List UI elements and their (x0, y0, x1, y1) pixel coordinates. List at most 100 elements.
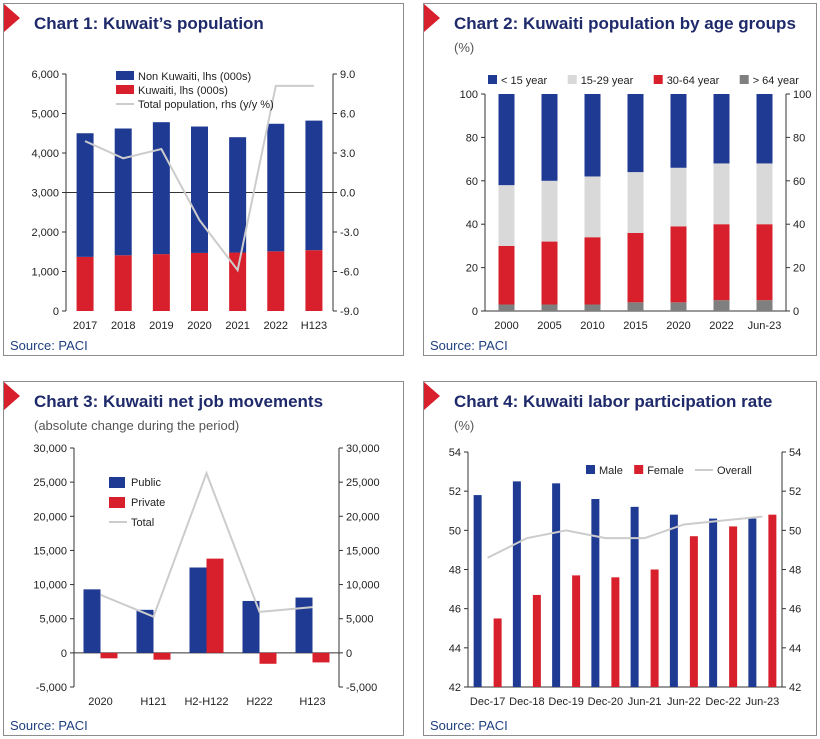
chart-3-plot: -5,000 0 5,000 10,000 15,000 20,000 25,000 30,0… (33, 443, 380, 708)
right-tick-label: -5,000 (346, 682, 377, 694)
legend-label: Non Kuwaiti, lhs (000s) (138, 71, 251, 83)
left-tick-label: 0 (472, 306, 478, 318)
x-tick-label: 2017 (73, 320, 97, 332)
x-tick-label: 2021 (225, 320, 249, 332)
chart-4-plot: 42 44 46 48 50 52 54 42 44 46 48 50 52 54 Dec-17 Dec-18… (449, 447, 802, 708)
chart-title: Chart 4: Kuwaiti labor participation rat… (454, 392, 773, 411)
legend-label: Overall (717, 465, 752, 477)
legend-swatch (653, 75, 663, 84)
right-tick-label: 54 (789, 447, 801, 459)
right-tick-label: -3.0 (340, 227, 359, 239)
bar-segment (114, 128, 132, 256)
legend-label: Private (131, 497, 165, 509)
legend-label: 30-64 year (667, 75, 720, 87)
chart-subtitle: (%) (454, 40, 475, 55)
legend-swatch (586, 465, 595, 474)
red-flag-icon (4, 4, 20, 32)
chart-2-plot: 0 20 40 60 80 100 0 20 40 60 80 100 2000 2005 2010 2015… (460, 75, 811, 332)
left-tick-label: 0 (53, 306, 59, 318)
right-tick-label: 50 (789, 525, 801, 537)
x-tick-label: H222 (246, 696, 272, 708)
legend-swatch (116, 71, 134, 80)
bar-segment (756, 94, 773, 164)
x-tick-label: 2015 (623, 320, 647, 332)
legend-swatch (109, 477, 125, 488)
left-tick-label: 4,000 (31, 148, 59, 160)
bar-segment (584, 94, 601, 177)
legend-swatch (109, 497, 125, 508)
bar-segment (541, 94, 558, 181)
bar (512, 481, 521, 687)
x-tick-label: H121 (140, 696, 166, 708)
right-tick-label: 48 (789, 565, 801, 577)
x-tick-label: 2019 (149, 320, 173, 332)
right-tick-label: 20,000 (346, 511, 380, 523)
bar-segment (191, 126, 208, 253)
legend-label: Total (131, 517, 154, 529)
bar-segment (76, 133, 94, 257)
bar-segment (584, 176, 601, 238)
bar-segment (267, 251, 285, 311)
left-tick-label: 52 (449, 486, 461, 498)
left-tick-label: 54 (449, 447, 461, 459)
right-tick-label: 25,000 (346, 477, 380, 489)
left-tick-label: 2,000 (31, 227, 59, 239)
left-tick-label: 50 (449, 525, 461, 537)
right-tick-label: 0.0 (340, 188, 355, 200)
bar (591, 499, 600, 687)
bar (153, 652, 171, 660)
x-tick-label: 2005 (537, 320, 561, 332)
bar-segment (713, 94, 730, 164)
chart-title: Chart 1: Kuwait’s population (34, 14, 264, 33)
chart-title: Chart 3: Kuwaiti net job movements (34, 392, 324, 411)
bar (242, 600, 260, 653)
x-tick-label: 2022 (709, 320, 733, 332)
legend-label: < 15 year (501, 75, 548, 87)
legend-label: > 64 year (753, 75, 800, 87)
red-flag-icon (424, 382, 440, 410)
x-tick-label: 2020 (666, 320, 690, 332)
bar-segment (756, 163, 773, 225)
x-tick-label: 2022 (264, 320, 288, 332)
bar (630, 506, 639, 687)
left-tick-label: 40 (466, 219, 478, 231)
bar-segment (541, 304, 558, 311)
red-flag-icon (424, 4, 440, 32)
bar (189, 567, 207, 653)
x-tick-label: 2020 (187, 320, 211, 332)
bar-segment (305, 120, 323, 251)
chart-1-plot: 0 1,000 2,000 3,000 4,000 5,000 6,000 -9.0 -6.0 -… (31, 69, 359, 332)
right-tick-label: 3.0 (340, 148, 355, 160)
right-tick-label: 30,000 (346, 443, 380, 455)
bar (312, 652, 330, 663)
bar-segment (541, 241, 558, 305)
right-tick-label: 40 (793, 219, 805, 231)
legend-swatch (567, 75, 577, 84)
bar-segment (670, 302, 687, 311)
right-tick-label: 0 (793, 306, 799, 318)
bar (206, 558, 224, 653)
x-tick-label: H123 (299, 696, 325, 708)
left-tick-label: 60 (466, 176, 478, 188)
x-tick-label: Dec-17 (470, 696, 505, 708)
bar (572, 575, 581, 687)
chart-3-panel: Chart 3: Kuwaiti net job movements (abso… (3, 381, 404, 736)
x-tick-label: Jun-23 (746, 696, 780, 708)
bar-segment (670, 94, 687, 168)
bar-segment (152, 122, 170, 255)
left-tick-label: 80 (466, 132, 478, 144)
x-tick-label: Jun-21 (628, 696, 662, 708)
x-tick-label: Dec-18 (509, 696, 544, 708)
right-tick-label: -6.0 (340, 267, 359, 279)
right-tick-label: 100 (793, 89, 811, 101)
bar (748, 518, 757, 687)
right-tick-label: 20 (793, 263, 805, 275)
right-tick-label: 6.0 (340, 109, 355, 121)
left-tick-label: 5,000 (39, 614, 67, 626)
bar (552, 483, 561, 687)
chart-subtitle: (absolute change during the period) (34, 418, 240, 433)
right-tick-label: 44 (789, 643, 801, 655)
bar (768, 514, 777, 687)
x-tick-label: 2010 (580, 320, 604, 332)
x-tick-label: H2-H122 (184, 696, 228, 708)
